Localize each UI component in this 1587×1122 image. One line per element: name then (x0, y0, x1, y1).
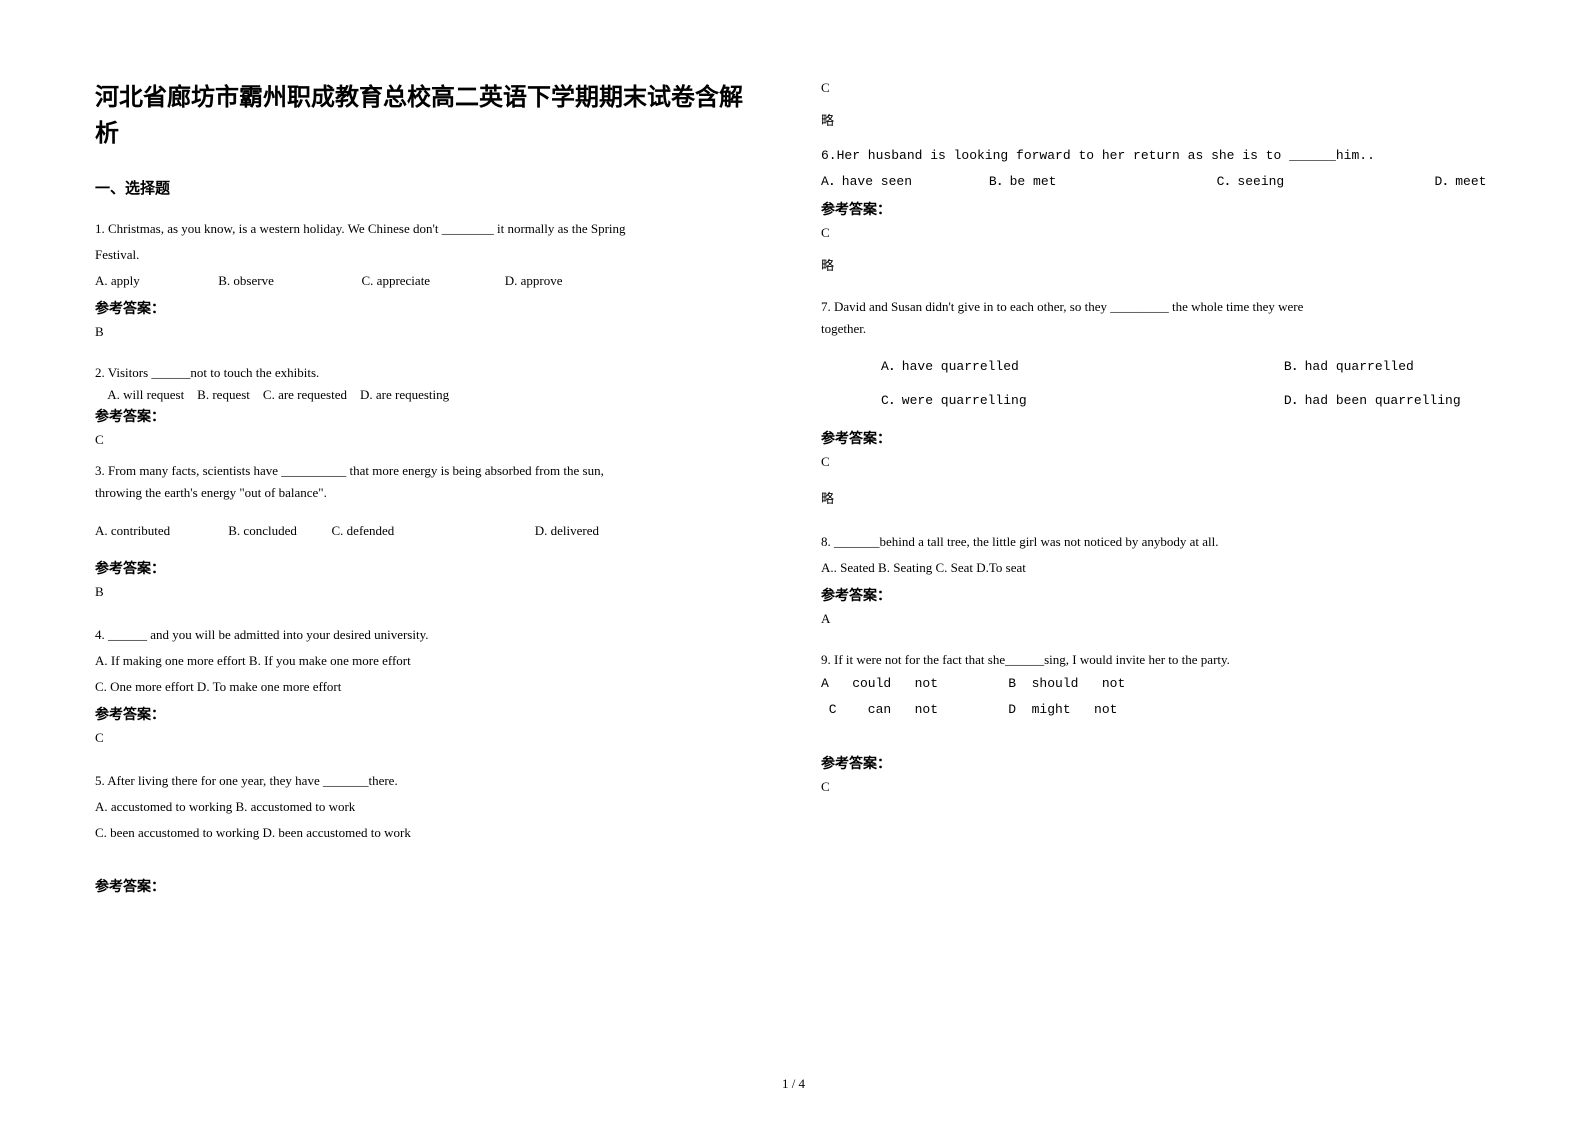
question-4: 4. ______ and you will be admitted into … (95, 622, 766, 760)
q8-options: A.. Seated B. Seating C. Seat D.To seat (821, 555, 1492, 581)
q4-ans-label: 参考答案： (95, 704, 766, 724)
right-column: C 略 6.Her husband is looking forward to … (821, 80, 1492, 910)
q3-text-line2: throwing the earth's energy "out of bala… (95, 482, 766, 504)
q3-optA: A. contributed (95, 518, 225, 544)
q3-text-line1: 3. From many facts, scientists have ____… (95, 460, 766, 482)
q2-ans: C (95, 432, 766, 448)
question-6: 6.Her husband is looking forward to her … (821, 143, 1492, 288)
q5-ans-label: 参考答案： (95, 876, 766, 896)
question-2: 2. Visitors ______not to touch the exhib… (95, 362, 766, 452)
question-7: 7. David and Susan didn't give in to eac… (821, 296, 1492, 521)
q7-text-line1: 7. David and Susan didn't give in to eac… (821, 296, 1492, 318)
q1-optB: B. observe (218, 268, 358, 294)
q1-text-line1: 1. Christmas, as you know, is a western … (95, 216, 766, 242)
q9-line3: C can not D might not (821, 697, 1492, 723)
q2-text: 2. Visitors ______not to touch the exhib… (95, 362, 766, 384)
q2-ans-label: 参考答案： (95, 406, 766, 426)
q3-optD: D. delivered (535, 518, 599, 544)
question-5: 5. After living there for one year, they… (95, 768, 766, 902)
q6-optA: A．have seen (821, 169, 981, 195)
q3-ans: B (95, 584, 766, 600)
q7-extra: 略 (821, 488, 1492, 507)
q1-optC: C. appreciate (362, 268, 502, 294)
q4-ans: C (95, 730, 766, 746)
q1-options: A. apply B. observe C. appreciate D. app… (95, 268, 766, 294)
q1-text-line2: Festival. (95, 242, 766, 268)
q7-optC: C．were quarrelling (821, 388, 1276, 414)
q6-optC: C．seeing (1217, 169, 1427, 195)
q7-optD: D．had been quarrelling (1284, 388, 1461, 414)
q6-optB: B．be met (989, 169, 1209, 195)
q3-ans-label: 参考答案： (95, 558, 766, 578)
q3-options: A. contributed B. concluded C. defended … (95, 518, 766, 544)
question-8: 8. _______behind a tall tree, the little… (821, 529, 1492, 641)
q1-ans: B (95, 324, 766, 340)
page-wrapper: 河北省廊坊市霸州职成教育总校高二英语下学期期末试卷含解析 一、选择题 1. Ch… (95, 80, 1492, 910)
q4-line3: C. One more effort D. To make one more e… (95, 674, 766, 700)
q6-extra: 略 (821, 255, 1492, 274)
q9-line2: A could not B should not (821, 671, 1492, 697)
q7-ans: C (821, 454, 1492, 470)
section-heading: 一、选择题 (95, 177, 766, 198)
q1-ans-label: 参考答案： (95, 298, 766, 318)
q6-optD: D．meet (1434, 169, 1486, 195)
q7-optA: A．have quarrelled (821, 354, 1276, 380)
q8-ans-label: 参考答案： (821, 585, 1492, 605)
q5-line2: A. accustomed to working B. accustomed t… (95, 794, 766, 820)
q6-ans: C (821, 225, 1492, 241)
q5-extra: 略 (821, 110, 1492, 129)
q4-line2: A. If making one more effort B. If you m… (95, 648, 766, 674)
q7-ans-label: 参考答案： (821, 428, 1492, 448)
q5-text: 5. After living there for one year, they… (95, 768, 766, 794)
q8-ans: A (821, 611, 1492, 627)
page-number: 1 / 4 (782, 1076, 805, 1092)
left-column: 河北省廊坊市霸州职成教育总校高二英语下学期期末试卷含解析 一、选择题 1. Ch… (95, 80, 766, 910)
q6-options: A．have seen B．be met C．seeing D．meet (821, 169, 1492, 195)
q8-text: 8. _______behind a tall tree, the little… (821, 529, 1492, 555)
q5-ans: C (821, 80, 1492, 96)
q7-options-row1: A．have quarrelled B．had quarrelled (821, 354, 1492, 380)
q6-ans-label: 参考答案： (821, 199, 1492, 219)
q4-text: 4. ______ and you will be admitted into … (95, 622, 766, 648)
question-9: 9. If it were not for the fact that she_… (821, 649, 1492, 809)
q5-line3: C. been accustomed to working D. been ac… (95, 820, 766, 846)
q2-options: A. will request B. request C. are reques… (95, 384, 766, 406)
q7-text-line2: together. (821, 318, 1492, 340)
q3-optB: B. concluded (228, 518, 328, 544)
document-title: 河北省廊坊市霸州职成教育总校高二英语下学期期末试卷含解析 (95, 80, 766, 152)
q3-optC: C. defended (332, 518, 532, 544)
q7-optB: B．had quarrelled (1284, 354, 1414, 380)
question-3: 3. From many facts, scientists have ____… (95, 460, 766, 614)
q6-text: 6.Her husband is looking forward to her … (821, 143, 1492, 169)
q1-optA: A. apply (95, 268, 215, 294)
q7-options-row2: C．were quarrelling D．had been quarrellin… (821, 388, 1492, 414)
question-1: 1. Christmas, as you know, is a western … (95, 216, 766, 354)
q9-ans-label: 参考答案： (821, 753, 1492, 773)
q1-optD: D. approve (505, 268, 563, 294)
q9-text: 9. If it were not for the fact that she_… (821, 649, 1492, 671)
q9-ans: C (821, 779, 1492, 795)
